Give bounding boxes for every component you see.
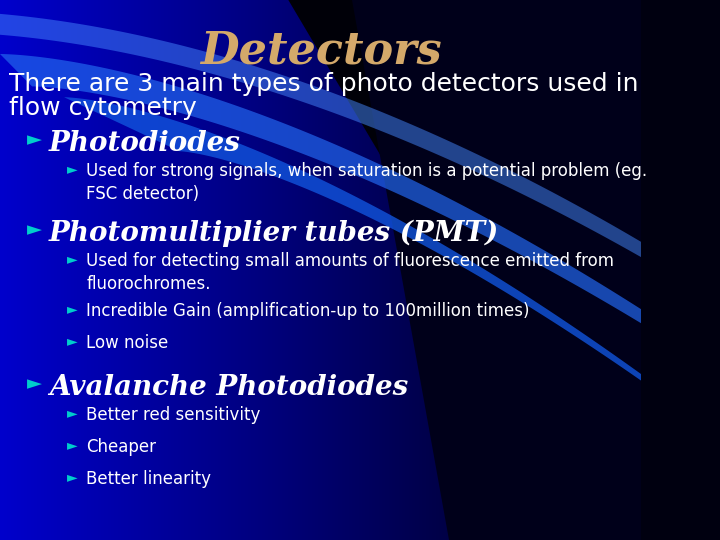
Text: ►: ►: [27, 130, 42, 149]
Polygon shape: [352, 0, 641, 540]
Text: ►: ►: [67, 302, 77, 316]
Text: Low noise: Low noise: [86, 334, 168, 352]
Text: ►: ►: [67, 406, 77, 420]
Polygon shape: [288, 0, 641, 270]
Text: ►: ►: [27, 374, 42, 393]
Text: Used for detecting small amounts of fluorescence emitted from
fluorochromes.: Used for detecting small amounts of fluo…: [86, 252, 614, 293]
Text: ►: ►: [67, 162, 77, 176]
Text: Avalanche Photodiodes: Avalanche Photodiodes: [49, 374, 408, 401]
Text: ►: ►: [67, 252, 77, 266]
Text: There are 3 main types of photo detectors used in: There are 3 main types of photo detector…: [9, 72, 639, 96]
Text: ►: ►: [67, 438, 77, 452]
Text: Better red sensitivity: Better red sensitivity: [86, 406, 261, 424]
Text: Used for strong signals, when saturation is a potential problem (eg.
FSC detecto: Used for strong signals, when saturation…: [86, 162, 647, 203]
Text: Detectors: Detectors: [199, 30, 441, 73]
Text: ►: ►: [67, 470, 77, 484]
Text: Cheaper: Cheaper: [86, 438, 156, 456]
Text: flow cytometry: flow cytometry: [9, 96, 197, 120]
Polygon shape: [0, 54, 720, 383]
Text: ►: ►: [27, 220, 42, 239]
Text: ►: ►: [67, 334, 77, 348]
Text: Photodiodes: Photodiodes: [49, 130, 240, 157]
Polygon shape: [64, 97, 720, 464]
Polygon shape: [0, 11, 718, 302]
Text: Photomultiplier tubes (PMT): Photomultiplier tubes (PMT): [49, 220, 499, 247]
Text: Incredible Gain (amplification-up to 100million times): Incredible Gain (amplification-up to 100…: [86, 302, 530, 320]
Text: Better linearity: Better linearity: [86, 470, 212, 488]
